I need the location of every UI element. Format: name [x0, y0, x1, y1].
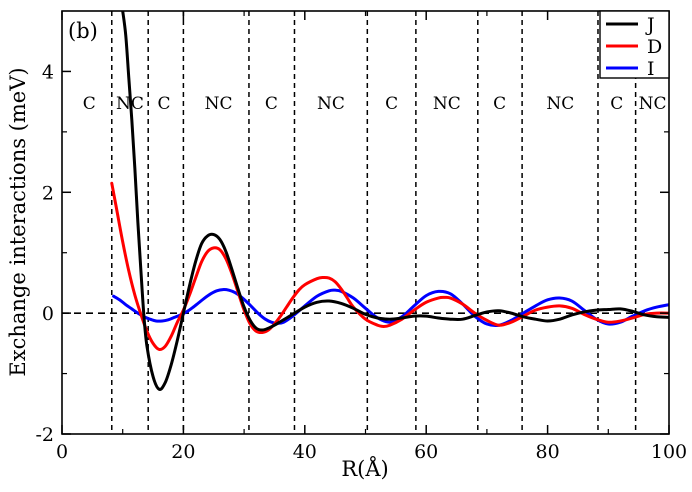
- region-label: NC: [317, 94, 345, 114]
- series-line-J: [121, 11, 669, 391]
- series-line-D: [110, 181, 669, 352]
- region-label: NC: [205, 94, 233, 114]
- legend: JDI: [599, 10, 670, 80]
- axis-ticks: [61, 11, 670, 435]
- y-tick-label: 2: [42, 182, 54, 204]
- x-tick-label: 40: [293, 441, 317, 463]
- region-label: NC: [433, 94, 461, 114]
- region-label: C: [493, 94, 506, 114]
- legend-label-D: D: [647, 36, 662, 58]
- region-label: C: [610, 94, 623, 114]
- region-label: C: [157, 94, 170, 114]
- region-label: C: [265, 94, 278, 114]
- x-tick-label: 80: [536, 441, 560, 463]
- series-line-I: [112, 288, 669, 328]
- legend-label-I: I: [647, 58, 655, 80]
- x-axis-title: R(Å): [341, 456, 388, 481]
- y-tick-label: -2: [35, 424, 54, 446]
- region-boundaries: [111, 11, 637, 434]
- y-tick-label: 0: [42, 303, 54, 325]
- y-tick-label: 4: [42, 61, 54, 83]
- region-label: C: [83, 94, 96, 114]
- region-labels: C NC C NC C NC C NC C NC C NC: [83, 94, 667, 114]
- region-label: C: [385, 94, 398, 114]
- x-tick-label: 20: [171, 441, 195, 463]
- x-tick-label: 60: [414, 441, 438, 463]
- region-label: NC: [639, 94, 667, 114]
- y-axis-title: Exchange interactions (meV): [6, 67, 30, 376]
- x-tick-label: 100: [651, 441, 687, 463]
- series-lines: [110, 11, 669, 391]
- panel-label: (b): [68, 19, 98, 43]
- legend-label-J: J: [645, 14, 655, 36]
- x-tick-label: 0: [56, 441, 68, 463]
- region-label: NC: [546, 94, 574, 114]
